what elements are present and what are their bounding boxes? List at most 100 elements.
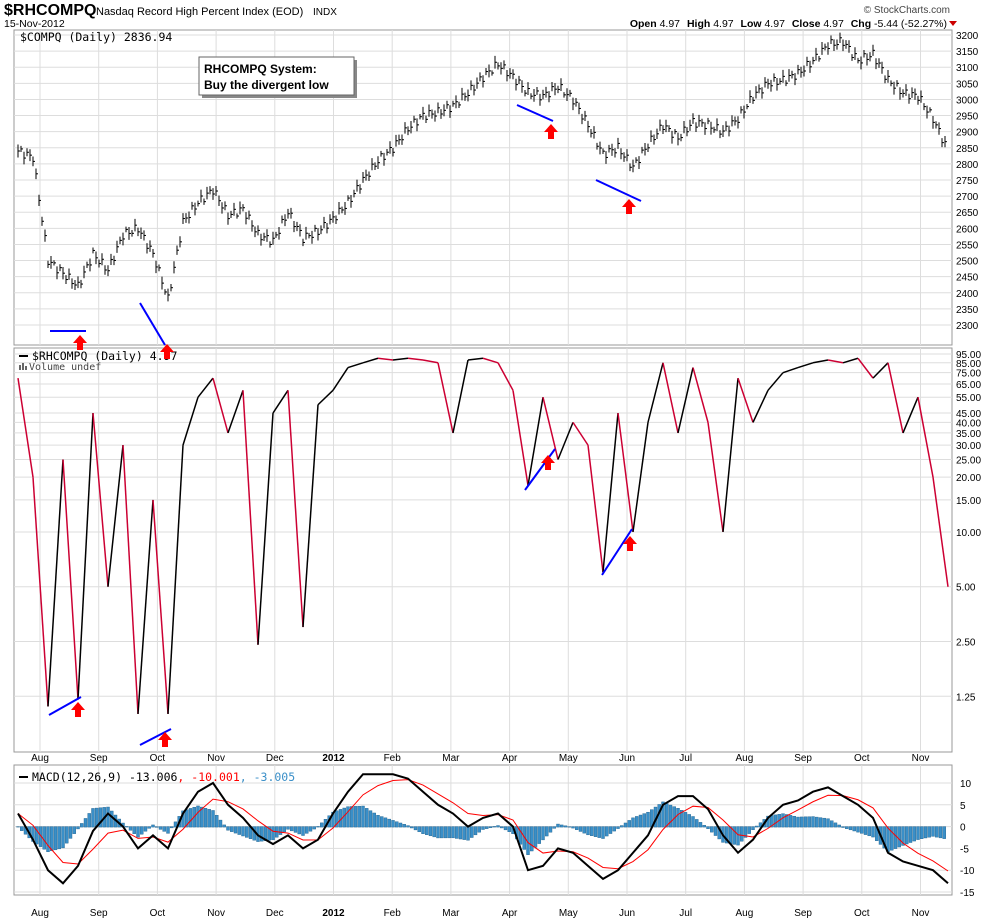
price-axis-label: 2950 <box>956 112 979 123</box>
price-axis-label: 2800 <box>956 160 979 171</box>
histogram-bar <box>541 826 545 841</box>
histogram-bar <box>132 826 136 834</box>
histogram-bar <box>680 810 684 828</box>
histogram-bar <box>552 826 556 829</box>
histogram-bar <box>125 826 129 828</box>
rh-line-segment <box>767 372 784 391</box>
x-axis-label: Aug <box>31 753 49 764</box>
x-axis-label: May <box>559 753 578 764</box>
volume-bars-icon <box>19 363 27 370</box>
histogram-bar <box>507 826 511 832</box>
histogram-bar <box>110 810 114 828</box>
annotation-line2: Buy the divergent low <box>204 78 329 92</box>
histogram-bar <box>743 826 748 838</box>
buy-arrow-icon <box>158 732 172 747</box>
rh-line-segment <box>602 412 619 573</box>
x-axis-label: Mar <box>442 908 460 919</box>
histogram-bar <box>425 826 429 835</box>
rh-axis-label: 85.00 <box>956 359 981 370</box>
rh-line-segment <box>587 445 604 573</box>
x-axis-label: Jul <box>679 908 692 919</box>
histogram-bar <box>143 826 148 832</box>
histogram-bar <box>293 826 298 833</box>
histogram-bar <box>695 819 699 828</box>
histogram-bar <box>702 825 706 828</box>
price-axis-label: 3100 <box>956 63 979 74</box>
histogram-bar <box>800 816 804 828</box>
histogram-bar <box>68 826 73 839</box>
histogram-bar <box>785 814 789 828</box>
histogram-bar <box>305 826 309 834</box>
rh-line-segment <box>392 357 409 361</box>
histogram-bar <box>747 826 751 834</box>
symbol: $RHCOMPQ <box>4 2 96 19</box>
x-axis-label: Nov <box>912 753 930 764</box>
histogram-bar <box>421 826 425 834</box>
histogram-bar <box>316 826 320 828</box>
divergence-line <box>48 696 82 716</box>
histogram-bar <box>230 826 234 832</box>
histogram-bar <box>935 826 939 838</box>
histogram-bar <box>241 826 245 837</box>
histogram-bar <box>616 826 620 829</box>
price-axis-label: 2750 <box>956 176 979 187</box>
hist-value: -3.005 <box>254 770 296 784</box>
rh-axis-label: 95.00 <box>956 350 981 361</box>
histogram-bar <box>166 826 170 834</box>
histogram-bar <box>203 808 208 828</box>
macd-axis-label: -10 <box>960 866 975 877</box>
histogram-bar <box>237 826 241 835</box>
histogram-bar <box>860 826 864 834</box>
histogram-bar <box>530 826 534 852</box>
x-axis-label: Jun <box>619 908 635 919</box>
histogram-bar <box>676 808 680 828</box>
x-axis-label: Sep <box>90 753 108 764</box>
down-triangle-icon <box>949 21 957 26</box>
histogram-bar <box>398 822 403 828</box>
buy-arrow-icon <box>623 536 637 551</box>
histogram-bar <box>80 823 84 828</box>
histogram-bar <box>346 806 350 828</box>
histogram-bar <box>796 816 800 828</box>
histogram-bar <box>575 826 579 830</box>
histogram-bar <box>16 826 20 828</box>
rh-line-segment <box>857 357 874 379</box>
histogram-bar <box>732 826 736 845</box>
rh-axis-label: 20.00 <box>956 473 981 484</box>
histogram-bar <box>477 826 481 833</box>
histogram-bar <box>736 826 740 846</box>
rh-line-segment <box>887 362 904 434</box>
histogram-bar <box>691 816 695 828</box>
price-axis-label: 2900 <box>956 128 979 139</box>
index-name: Nasdaq Record High Percent Index (EOD) <box>96 6 303 18</box>
rh-line-segment <box>257 413 274 645</box>
close-label: Close <box>792 18 821 30</box>
signal-value: -10.001 <box>191 770 240 784</box>
histogram-bar <box>916 826 920 840</box>
histogram-bar <box>815 816 819 828</box>
histogram-bar <box>155 826 159 828</box>
macd-axis-label: 5 <box>960 801 966 812</box>
x-axis-label: 2012 <box>322 753 345 764</box>
histogram-bar <box>357 805 361 828</box>
rh-line-segment <box>872 362 889 379</box>
price-axis-label: 2500 <box>956 257 979 268</box>
rh-line-segment <box>62 459 79 700</box>
rh-line-segment <box>182 396 199 446</box>
histogram-bar <box>267 826 271 841</box>
histogram-bar <box>271 826 275 841</box>
histogram-bar <box>830 820 834 828</box>
histogram-bar <box>297 826 301 835</box>
divergence-line <box>139 728 172 746</box>
histogram-bar <box>920 826 924 839</box>
buy-arrow-icon <box>73 335 87 350</box>
rh-axis-label: 5.00 <box>956 583 976 594</box>
rh-axis-label: 55.00 <box>956 393 981 404</box>
histogram-bar <box>387 818 391 828</box>
histogram-bar <box>605 826 609 837</box>
histogram-bar <box>942 826 946 839</box>
histogram-bar <box>871 826 875 838</box>
histogram-bar <box>612 826 616 832</box>
histogram-bar <box>822 817 826 828</box>
